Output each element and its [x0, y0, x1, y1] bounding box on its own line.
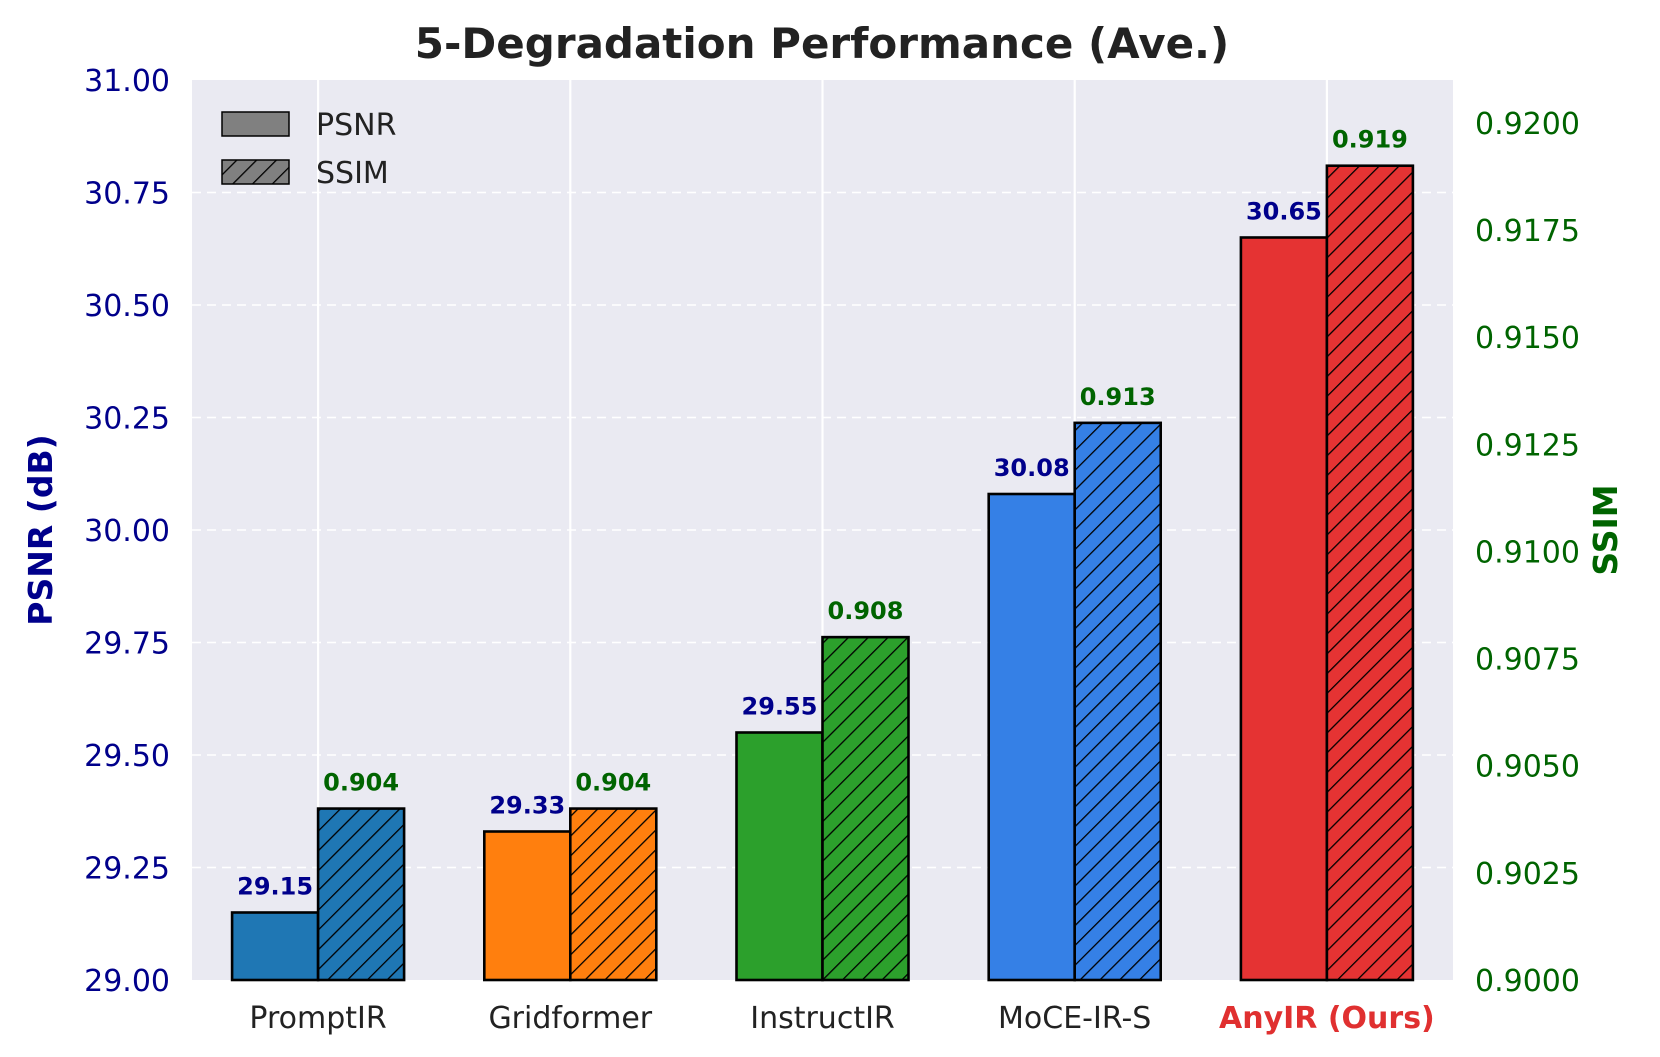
- right-tick-label: 0.9125: [1475, 428, 1580, 463]
- right-tick-label: 0.9000: [1475, 964, 1580, 999]
- ssim-bar-hatch: [1326, 165, 1413, 980]
- legend-swatch-psnr: [221, 111, 290, 137]
- x-tick-label: Gridformer: [488, 1001, 652, 1036]
- left-tick-label: 29.50: [84, 739, 170, 774]
- ssim-bar: [316, 807, 406, 982]
- psnr-bar-fill: [988, 494, 1075, 980]
- ssim-value-label: 0.908: [828, 597, 904, 625]
- psnr-value-label: 29.55: [742, 693, 818, 721]
- right-axis-ticks: 0.9000 0.9025 0.9050 0.9075 0.9100 0.9125 0.91…: [1475, 107, 1580, 999]
- psnr-value-label: 29.33: [489, 792, 565, 820]
- ssim-bar-hatch: [822, 637, 909, 980]
- right-tick-label: 0.9050: [1475, 750, 1580, 785]
- left-axis-label: PSNR (dB): [21, 434, 60, 625]
- legend-label-psnr: PSNR: [316, 108, 396, 143]
- left-axis-ticks: 29.00 29.25 29.50 29.75 30.00 30.25 30.50 30.75…: [84, 64, 170, 999]
- psnr-bar-fill: [484, 831, 571, 980]
- ssim-bar: [821, 635, 910, 982]
- ssim-bar: [1073, 421, 1162, 982]
- ssim-bar: [568, 807, 658, 982]
- ssim-bar: [1325, 164, 1415, 982]
- bars: [230, 164, 1415, 982]
- psnr-value-label: 29.15: [237, 873, 313, 901]
- right-tick-label: 0.9175: [1475, 214, 1580, 249]
- psnr-bar-fill: [232, 912, 319, 980]
- ssim-bar-hatch: [1074, 422, 1161, 980]
- right-axis-label: SSIM: [1586, 484, 1625, 575]
- left-tick-label: 30.50: [84, 289, 170, 324]
- right-tick-label: 0.9075: [1475, 643, 1580, 678]
- x-tick-label: AnyIR (Ours): [1219, 1001, 1435, 1036]
- ssim-value-label: 0.904: [575, 769, 651, 797]
- left-tick-label: 30.75: [84, 177, 170, 212]
- left-tick-label: 31.00: [84, 64, 170, 99]
- chart-title: 5-Degradation Performance (Ave.): [415, 19, 1229, 68]
- x-tick-label: InstructIR: [750, 1001, 895, 1036]
- right-tick-label: 0.9025: [1475, 857, 1580, 892]
- ssim-value-label: 0.919: [1332, 126, 1408, 154]
- left-tick-label: 29.25: [84, 852, 170, 887]
- left-tick-label: 29.00: [84, 964, 170, 999]
- left-tick-label: 29.75: [84, 627, 170, 662]
- x-axis-ticks: PromptIR Gridformer InstructIR MoCE-IR-S Any…: [249, 1001, 1434, 1036]
- value-labels: 29.15 0.904 29.33 0.904 29.55 0.908 30.08 0.913…: [237, 126, 1408, 901]
- legend-swatch-ssim: [221, 159, 290, 185]
- right-tick-label: 0.9100: [1475, 535, 1580, 570]
- right-tick-label: 0.9200: [1475, 107, 1580, 142]
- ssim-value-label: 0.904: [323, 769, 399, 797]
- legend: PSNR SSIM: [221, 108, 396, 191]
- x-tick-label: PromptIR: [249, 1001, 386, 1036]
- ssim-value-label: 0.913: [1080, 383, 1156, 411]
- psnr-bar-fill: [1240, 237, 1327, 980]
- left-tick-label: 30.25: [84, 402, 170, 437]
- psnr-bar-fill: [736, 732, 823, 980]
- legend-label-ssim: SSIM: [316, 156, 389, 191]
- ssim-bar-hatch: [318, 808, 405, 980]
- ssim-bar-hatch: [570, 808, 657, 980]
- x-tick-label: MoCE-IR-S: [998, 1001, 1151, 1036]
- left-tick-label: 30.00: [84, 514, 170, 549]
- psnr-value-label: 30.08: [994, 454, 1070, 482]
- psnr-value-label: 30.65: [1246, 198, 1322, 226]
- right-tick-label: 0.9150: [1475, 321, 1580, 356]
